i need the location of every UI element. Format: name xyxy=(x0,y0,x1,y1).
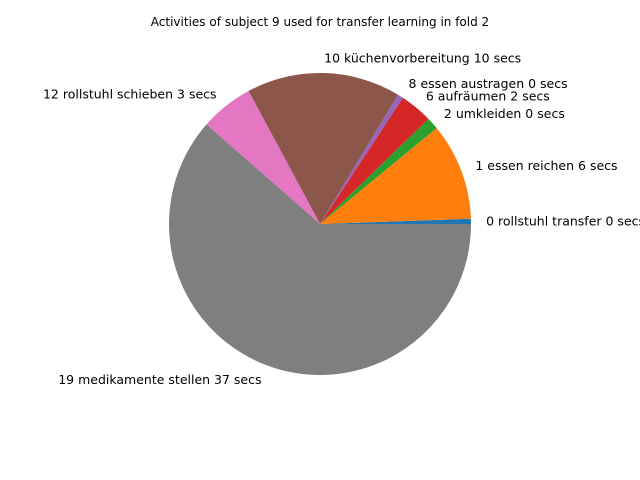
pie-slice xyxy=(168,124,471,376)
chart-title: Activities of subject 9 used for transfe… xyxy=(151,15,489,29)
pie-slice-label: 2 umkleiden 0 secs xyxy=(444,106,565,121)
pie-labels: 0 rollstuhl transfer 0 secs 1 essen reich… xyxy=(43,50,640,387)
pie-slice xyxy=(320,218,471,224)
pie-slice-label: 1 essen reichen 6 secs xyxy=(475,158,617,173)
pie-slice-label: 10 küchenvorbereitung 10 secs xyxy=(324,50,521,65)
pie-slice-label: 6 aufräumen 2 secs xyxy=(426,89,550,104)
pie-slice-label: 12 rollstuhl schieben 3 secs xyxy=(43,87,217,102)
pie-slice xyxy=(206,91,320,224)
pie-slice-label: 8 essen austragen 0 secs xyxy=(409,76,568,91)
pie-slice xyxy=(320,118,437,224)
pie-slice xyxy=(248,73,399,224)
pie-slice-label: 19 medikamente stellen 37 secs xyxy=(58,372,261,387)
pie-slice xyxy=(320,97,429,224)
pie-slice xyxy=(320,128,471,224)
pie-slices xyxy=(168,73,471,376)
pie-slice-label: 0 rollstuhl transfer 0 secs xyxy=(486,214,640,229)
pie-slice xyxy=(320,94,403,224)
